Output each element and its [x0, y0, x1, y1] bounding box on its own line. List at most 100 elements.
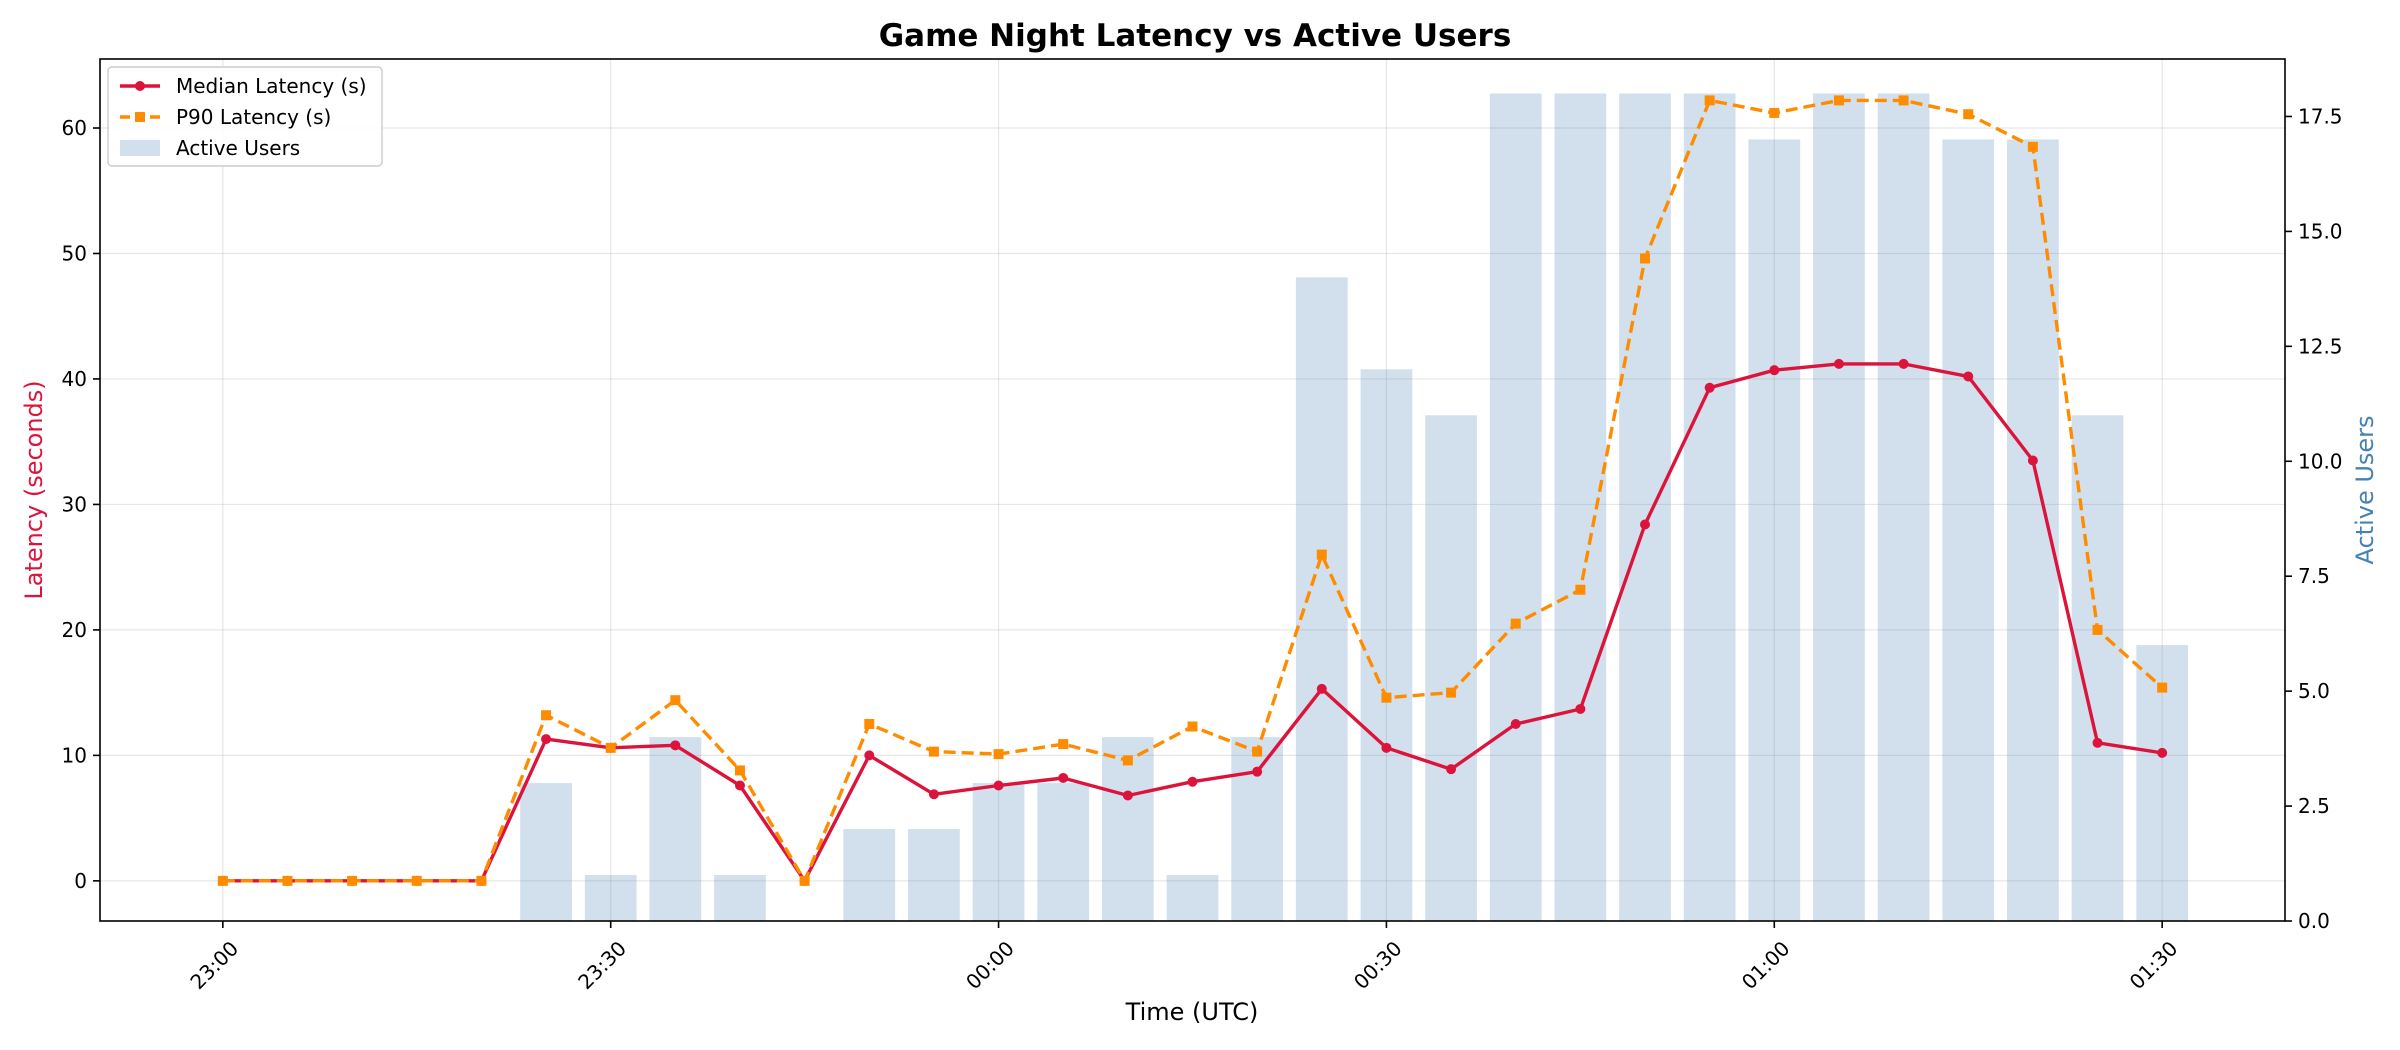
- p90-latency-point: [2092, 624, 2103, 635]
- left-y-axis-ticks: 0 10 20 30 40 50 60: [62, 116, 100, 893]
- p90-latency-point: [799, 875, 810, 886]
- p90-latency-point: [347, 875, 358, 886]
- median-latency-point: [2157, 747, 2168, 758]
- legend-square-marker: [135, 112, 145, 122]
- left-y-tick-label: 50: [62, 241, 87, 265]
- chart-title: Game Night Latency vs Active Users: [879, 18, 1512, 54]
- right-y-tick-label: 12.5: [2298, 334, 2343, 358]
- active-users-bar: [1425, 415, 1477, 921]
- legend-circle-marker: [135, 81, 145, 91]
- median-latency-point: [1316, 683, 1327, 694]
- active-users-bar: [1877, 93, 1930, 922]
- p90-latency-point: [1640, 253, 1651, 264]
- active-users-bar: [972, 783, 1025, 921]
- p90-latency-point: [1510, 618, 1521, 629]
- p90-latency-point: [1187, 721, 1198, 732]
- p90-latency-point: [1252, 746, 1263, 757]
- active-users-bar: [1489, 93, 1542, 922]
- median-latency-point: [670, 740, 681, 751]
- p90-latency-point: [1381, 692, 1392, 703]
- legend: Median Latency (s) P90 Latency (s) Active …: [107, 66, 383, 167]
- p90-latency-point: [476, 875, 487, 886]
- active-users-bar: [1037, 783, 1090, 921]
- median-latency-point: [1769, 365, 1780, 376]
- p90-latency-series: [217, 95, 2168, 886]
- median-latency-series: [217, 358, 2168, 886]
- p90-latency-point: [670, 695, 681, 706]
- median-latency-point: [1252, 766, 1263, 777]
- active-users-bar: [1683, 93, 1736, 922]
- latency-lines: [217, 95, 2168, 886]
- x-axis-label: Time (UTC): [1125, 998, 1259, 1026]
- x-tick-label: 00:00: [961, 936, 1019, 994]
- p90-latency-point: [1833, 95, 1844, 106]
- median-latency-point: [2027, 455, 2038, 466]
- right-y-tick-label: 17.5: [2298, 104, 2343, 128]
- median-latency-line: [222, 362, 2163, 883]
- median-latency-point: [1381, 742, 1392, 753]
- median-latency-point: [1833, 358, 1844, 369]
- right-y-tick-label: 5.0: [2298, 679, 2330, 703]
- right-y-tick-label: 10.0: [2298, 449, 2343, 473]
- median-latency-point: [1640, 519, 1651, 530]
- median-latency-point: [1898, 358, 1909, 369]
- active-users-bar: [1554, 93, 1607, 922]
- active-users-bar: [1619, 93, 1671, 922]
- x-axis-ticks: 23:00 23:30 00:00 00:30 01:00 01:30: [185, 921, 2182, 994]
- median-latency-point: [1963, 371, 1974, 382]
- left-y-tick-label: 10: [62, 743, 87, 767]
- p90-latency-point: [1446, 687, 1457, 698]
- p90-latency-point: [217, 875, 228, 886]
- x-tick-label: 23:00: [185, 936, 243, 994]
- x-tick-label: 01:00: [1737, 936, 1795, 994]
- p90-latency-point: [1769, 107, 1780, 118]
- left-y-axis-label: Latency (seconds): [20, 380, 48, 599]
- legend-label: P90 Latency (s): [176, 105, 331, 129]
- left-y-tick-label: 20: [62, 618, 87, 642]
- p90-latency-point: [2157, 682, 2168, 693]
- median-latency-point: [1446, 764, 1457, 775]
- median-latency-point: [1510, 719, 1521, 730]
- p90-latency-point: [1575, 584, 1586, 595]
- p90-latency-point: [282, 875, 293, 886]
- active-users-bar: [520, 783, 572, 921]
- left-y-tick-label: 0: [74, 869, 87, 893]
- x-tick-label: 01:30: [2125, 936, 2183, 994]
- p90-latency-point: [1058, 739, 1069, 750]
- median-latency-point: [2092, 737, 2103, 748]
- right-y-tick-label: 0.0: [2298, 909, 2330, 933]
- p90-latency-point: [1898, 95, 1909, 106]
- p90-latency-point: [2027, 141, 2038, 152]
- median-latency-point: [993, 780, 1004, 791]
- right-y-axis-ticks: 0.0 2.5 5.0 7.5 10.0 12.5 15.0 17.5: [2285, 104, 2343, 933]
- legend-bar-swatch: [120, 140, 160, 156]
- median-latency-point: [928, 789, 939, 800]
- legend-label: Active Users: [176, 136, 300, 160]
- right-y-tick-label: 7.5: [2298, 564, 2330, 588]
- active-users-bar: [843, 829, 896, 921]
- active-users-bar: [649, 737, 702, 921]
- p90-latency-point: [1963, 109, 1974, 120]
- active-users-bar: [1295, 277, 1348, 922]
- p90-latency-point: [1316, 549, 1327, 560]
- legend-box: [107, 66, 383, 167]
- p90-latency-point: [1704, 95, 1715, 106]
- x-tick-label: 00:30: [1349, 936, 1407, 994]
- p90-latency-point: [993, 749, 1004, 760]
- active-users-bar: [2007, 139, 2059, 921]
- median-latency-point: [1575, 703, 1586, 714]
- active-users-bar: [1360, 369, 1413, 921]
- median-latency-point: [1058, 772, 1069, 783]
- plot-frame: [99, 58, 2286, 922]
- legend-label: Median Latency (s): [176, 74, 367, 98]
- median-latency-point: [864, 750, 875, 761]
- x-tick-label: 23:30: [573, 936, 631, 994]
- p90-latency-point: [864, 719, 875, 730]
- p90-latency-point: [1122, 755, 1133, 766]
- active-users-bar: [1813, 93, 1865, 922]
- median-latency-point: [1122, 790, 1133, 801]
- median-latency-point: [1704, 382, 1715, 393]
- right-y-axis-label: Active Users: [2351, 415, 2379, 564]
- left-y-tick-label: 30: [62, 492, 87, 516]
